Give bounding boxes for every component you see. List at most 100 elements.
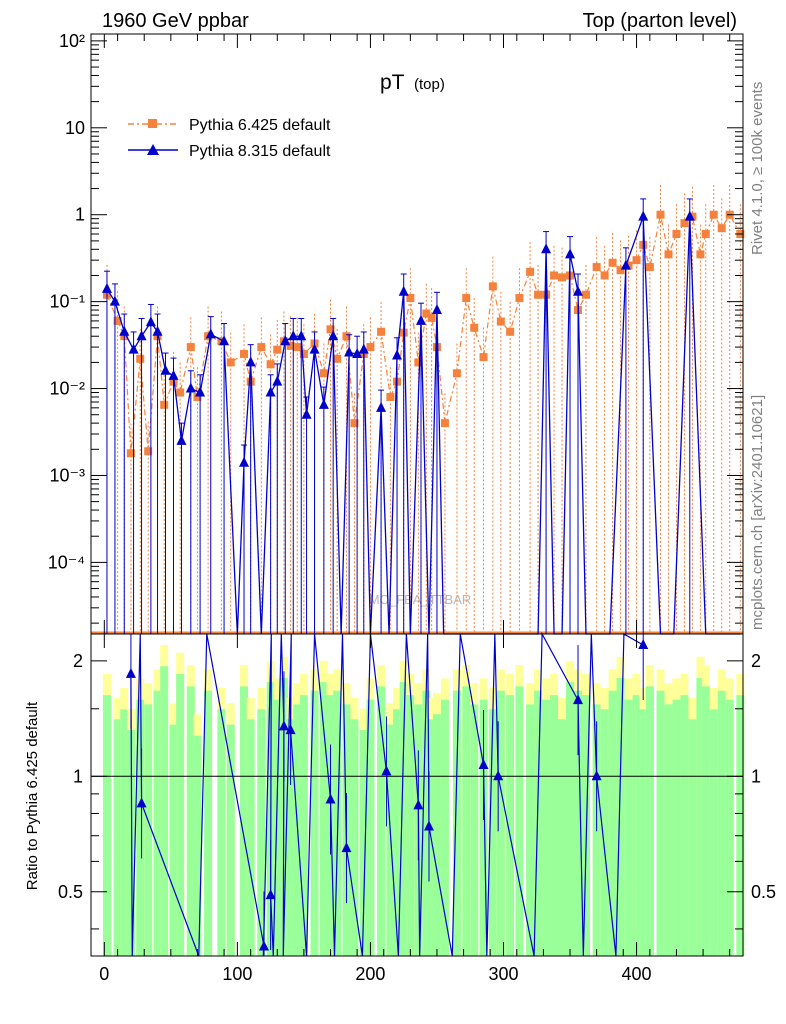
pythia8-data-point: [160, 364, 171, 375]
ratio-tick-label-left: 2: [73, 651, 83, 671]
ratio-band-green: [246, 719, 255, 956]
pythia6-data-point: [616, 266, 625, 275]
pythia6-data-point: [414, 358, 423, 367]
pythia8-data-point: [301, 408, 312, 419]
ratio-band-green: [113, 719, 122, 956]
ratio-band-green: [736, 695, 745, 956]
pythia6-data-point: [717, 224, 726, 233]
pythia6-data-point: [664, 250, 673, 259]
pythia6-data-point: [427, 313, 436, 322]
pythia6-data-point: [479, 353, 488, 362]
pythia8-data-point: [195, 386, 206, 397]
ratio-band-green: [204, 690, 213, 956]
pythia8-data-point: [152, 325, 163, 336]
pythia8-data-point: [280, 335, 291, 346]
ratio-band-green: [120, 709, 129, 956]
pythia6-data-point: [709, 210, 718, 219]
pythia8-ratio-point: [341, 842, 352, 853]
x-tick-label: 0: [99, 964, 109, 984]
pythia8-ratio-point: [413, 799, 424, 810]
pythia6-data-point: [193, 392, 202, 401]
x-tick-label: 400: [622, 964, 652, 984]
pythia6-data-point: [273, 345, 282, 354]
pythia8-data-point: [431, 304, 442, 315]
pythia6-data-point: [293, 343, 302, 352]
pythia6-data-point: [350, 419, 359, 428]
pythia8-data-point: [318, 398, 329, 409]
ratio-band-green: [193, 735, 202, 956]
ratio-band-green: [432, 714, 441, 956]
ratio-band-green: [136, 699, 145, 956]
pythia8-data-point: [265, 386, 276, 397]
pythia6-data-point: [558, 273, 567, 282]
y-tick-label: 10⁻¹: [49, 292, 85, 312]
ratio-tick-label-right: 2: [751, 651, 761, 671]
pythia6-data-point: [366, 343, 375, 352]
pythia6-data-point: [406, 294, 415, 303]
pythia6-data-point: [136, 354, 145, 363]
ratio-band-green: [701, 686, 710, 956]
pythia6-data-point: [326, 325, 335, 334]
pythia6-data-point: [333, 354, 342, 363]
ratio-band-green: [422, 690, 431, 956]
ratio-band-green: [440, 699, 449, 956]
pythia8-ratio-point: [125, 667, 136, 678]
ratio-tick-label-right: 1: [751, 766, 761, 786]
pythia6-data-point: [462, 294, 471, 303]
pythia6-data-point: [696, 250, 705, 259]
pythia6-data-point: [470, 323, 479, 332]
pythia6-data-point: [496, 317, 505, 326]
plot-title-main: pT: [380, 71, 405, 94]
pythia8-data-point: [136, 330, 147, 341]
main-series: [91, 184, 745, 635]
mcplots-side-label: mcplots.cern.ch [arXiv:2401.10621]: [749, 395, 766, 630]
ratio-band-green: [350, 719, 359, 956]
pythia6-data-point: [440, 419, 449, 428]
pythia6-data-point: [550, 271, 559, 280]
ratio-band-green: [696, 678, 705, 956]
ratio-band-green: [257, 709, 266, 956]
axes: 0 100 200 300 400 10⁻⁴ 10⁻³ 10⁻² 10⁻¹ 1 10 10² 0.5 0.…: [48, 31, 776, 984]
ratio-band-green: [550, 695, 559, 956]
ratio-band-green: [176, 674, 185, 956]
ratio-band-green: [144, 704, 153, 956]
y-tick-label: 10⁻⁴: [48, 552, 85, 572]
ratio-band-green: [526, 704, 535, 956]
pythia8-data-point: [245, 356, 256, 367]
pythia6-data-point: [608, 258, 617, 267]
pythia6-data-point: [600, 271, 609, 280]
ratio-plot-frame: [90, 633, 744, 957]
pythia6-data-point: [176, 388, 185, 397]
x-tick-label: 200: [355, 964, 385, 984]
legend: Pythia 6.425 default Pythia 8.315 defaul…: [128, 117, 331, 160]
pythia8-ratio-point: [136, 797, 147, 808]
pythia8-data-point: [392, 349, 403, 360]
ratio-band-green: [534, 690, 543, 956]
pythia8-ratio-point: [325, 793, 336, 804]
pythia8-series-line: [106, 216, 741, 635]
ratio-band-green: [624, 699, 633, 956]
pythia6-data-point: [257, 343, 266, 352]
pythia8-ratio-point: [478, 759, 489, 770]
pythia8-ratio-point: [285, 724, 296, 735]
pythia8-data-point: [272, 375, 283, 386]
pythia8-data-point: [352, 347, 363, 358]
pythia6-data-point: [701, 230, 710, 238]
ratio-band-green: [169, 724, 178, 956]
pythia8-data-point: [573, 285, 584, 296]
ratio-band-green: [286, 719, 295, 956]
ratio-band-green: [488, 709, 497, 956]
ratio-band-green: [664, 704, 673, 956]
ratio-band-green: [566, 682, 575, 956]
pythia8-data-point: [185, 382, 196, 393]
ratio-tick-label-left: 0.5: [58, 882, 83, 902]
ratio-band-green: [725, 699, 734, 956]
pythia8-data-point: [415, 314, 426, 325]
pythia6-data-point: [144, 447, 153, 456]
ratio-band-green: [608, 690, 617, 956]
ratio-band-green: [688, 719, 697, 956]
pythia8-data-point: [176, 434, 187, 445]
pythia6-data-point: [422, 309, 431, 318]
ratio-band-green: [319, 682, 328, 956]
